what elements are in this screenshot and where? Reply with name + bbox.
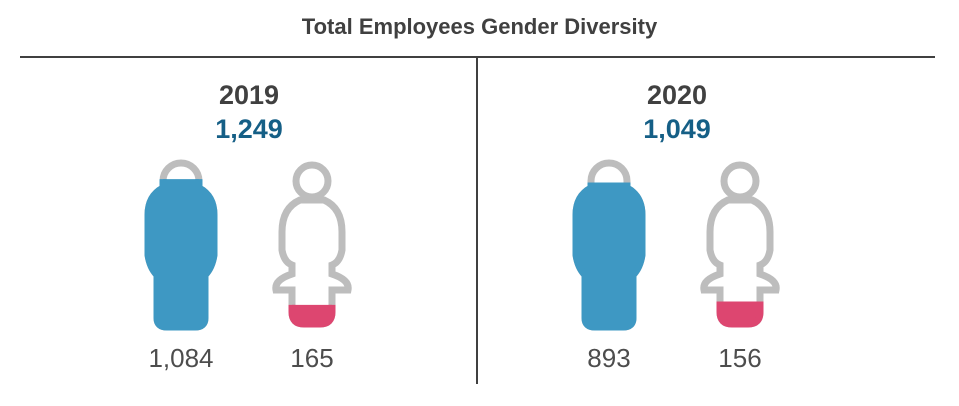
male-icon-2020 <box>572 159 646 331</box>
female-head <box>720 161 760 201</box>
count-label-female-2020: 156 <box>718 343 762 373</box>
male-icon-2019 <box>144 159 218 331</box>
panel-year-2020: 2020 <box>646 80 708 110</box>
female-icon-2019 <box>272 161 352 328</box>
female-fill <box>288 304 336 328</box>
panel-total-2020: 1,049 <box>643 114 711 144</box>
female-head <box>292 161 332 201</box>
count-label-male-2020: 893 <box>587 343 631 373</box>
male-fill <box>144 179 218 331</box>
female-icon-2020 <box>700 161 780 328</box>
panel-year-2019: 2019 <box>218 80 280 110</box>
female-fill <box>716 301 764 328</box>
count-label-female-2019: 165 <box>290 343 334 373</box>
male-fill <box>572 182 646 331</box>
panel-total-2019: 1,249 <box>215 114 283 144</box>
chart-title: Total Employees Gender Diversity <box>301 14 658 39</box>
panel-divider <box>476 57 478 384</box>
count-label-male-2019: 1,084 <box>148 343 214 373</box>
